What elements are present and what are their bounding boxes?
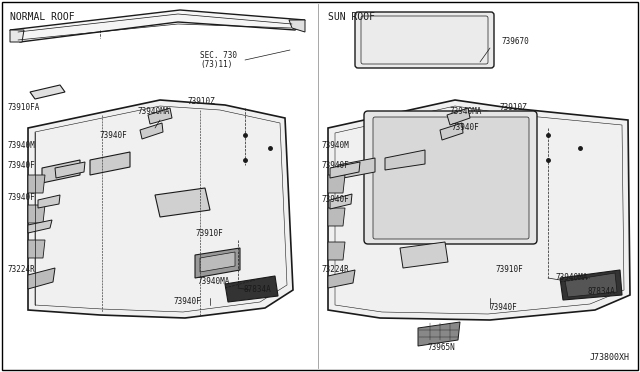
Polygon shape [328, 242, 345, 260]
Text: 73940M: 73940M [322, 141, 349, 150]
Text: 739670: 739670 [502, 38, 530, 46]
Polygon shape [28, 240, 45, 258]
Text: 73940F: 73940F [322, 196, 349, 205]
Polygon shape [28, 220, 52, 233]
Polygon shape [338, 158, 375, 179]
Text: 73940F: 73940F [452, 122, 480, 131]
Polygon shape [28, 100, 293, 318]
Text: 73940MA: 73940MA [555, 273, 588, 282]
Text: 73940F: 73940F [490, 304, 518, 312]
Polygon shape [10, 10, 305, 42]
Polygon shape [418, 322, 460, 346]
Polygon shape [148, 108, 172, 124]
Text: 73940MA: 73940MA [198, 278, 230, 286]
Text: 73940F: 73940F [8, 160, 36, 170]
Text: 73910F: 73910F [196, 228, 224, 237]
Polygon shape [225, 276, 278, 302]
Polygon shape [155, 188, 210, 217]
Polygon shape [400, 242, 448, 268]
Text: (73)11): (73)11) [200, 61, 232, 70]
Text: 87834A: 87834A [588, 288, 616, 296]
Polygon shape [200, 252, 235, 272]
Polygon shape [440, 123, 463, 140]
Polygon shape [90, 152, 130, 175]
Polygon shape [28, 205, 45, 223]
Polygon shape [195, 248, 240, 278]
Polygon shape [55, 162, 85, 178]
FancyBboxPatch shape [373, 117, 529, 239]
Text: 73940F: 73940F [173, 298, 201, 307]
Polygon shape [42, 160, 80, 183]
Polygon shape [330, 194, 352, 209]
Polygon shape [330, 162, 360, 178]
FancyBboxPatch shape [355, 12, 494, 68]
Text: SUN ROOF: SUN ROOF [328, 12, 375, 22]
Polygon shape [328, 208, 345, 226]
Polygon shape [28, 175, 45, 193]
Polygon shape [10, 30, 24, 42]
Text: 73910Z: 73910Z [500, 103, 528, 112]
Polygon shape [447, 108, 470, 125]
Polygon shape [328, 270, 355, 288]
Polygon shape [140, 123, 163, 139]
Text: 73910Z: 73910Z [188, 96, 216, 106]
Polygon shape [565, 273, 617, 297]
Polygon shape [28, 268, 55, 289]
Text: 73910FA: 73910FA [8, 103, 40, 112]
Text: 87834A: 87834A [243, 285, 271, 295]
Text: NORMAL ROOF: NORMAL ROOF [10, 12, 75, 22]
Polygon shape [385, 150, 425, 170]
Polygon shape [328, 175, 345, 193]
FancyBboxPatch shape [364, 111, 537, 244]
Polygon shape [30, 85, 65, 99]
Polygon shape [328, 100, 630, 320]
Polygon shape [560, 270, 622, 300]
Text: 73940MA: 73940MA [450, 108, 483, 116]
Text: 73940F: 73940F [8, 193, 36, 202]
Polygon shape [289, 20, 305, 32]
Text: 73940F: 73940F [100, 131, 128, 140]
Text: 73224R: 73224R [322, 266, 349, 275]
Text: 73940F: 73940F [322, 160, 349, 170]
Text: 73910F: 73910F [495, 266, 523, 275]
Text: J73800XH: J73800XH [590, 353, 630, 362]
Text: 73940M: 73940M [8, 141, 36, 150]
Text: 73940MA: 73940MA [138, 108, 170, 116]
Polygon shape [38, 195, 60, 208]
Text: SEC. 730: SEC. 730 [200, 51, 237, 60]
Text: 73224R: 73224R [8, 266, 36, 275]
Text: 73965N: 73965N [428, 343, 456, 353]
